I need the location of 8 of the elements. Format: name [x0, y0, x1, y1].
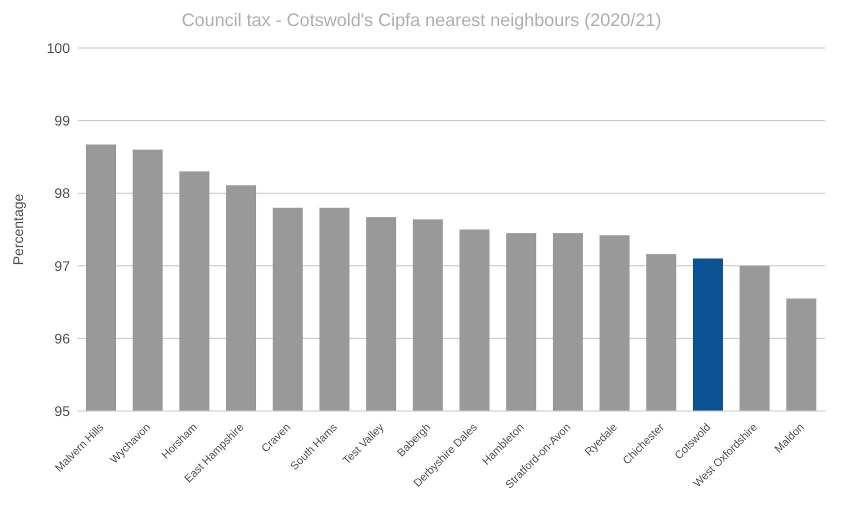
y-axis-title: Percentage [10, 193, 26, 266]
y-tick-label: 95 [54, 402, 70, 419]
y-tick-label: 96 [54, 330, 70, 346]
y-tick-label: 100 [46, 40, 70, 56]
y-tick-label: 98 [54, 185, 70, 202]
y-tick-label: 99 [54, 112, 70, 129]
y-tick-label: 97 [54, 258, 70, 274]
chart-title: Council tax - Cotswold's Cipfa nearest neighbours (2020/21) [180, 9, 662, 32]
